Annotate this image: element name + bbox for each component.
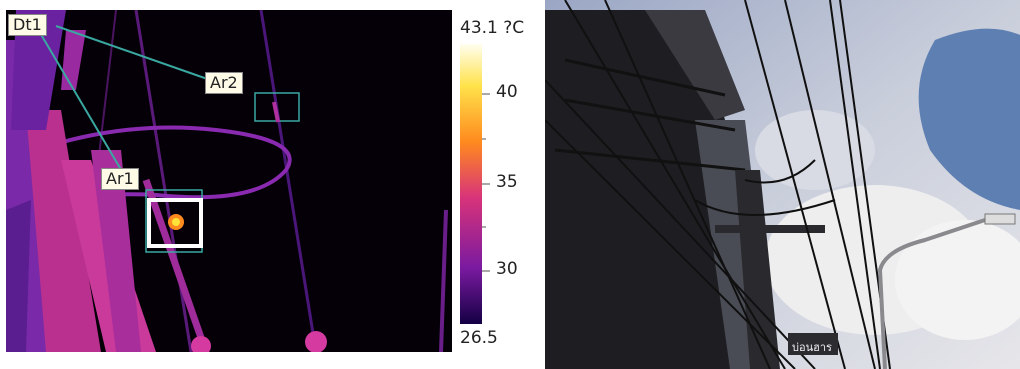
area2-label: Ar2 — [205, 72, 243, 94]
street-lamp — [877, 218, 986, 369]
shop-sign — [788, 333, 838, 355]
visual-photo-panel: บ่อนฮาร — [545, 0, 1020, 369]
conductor-line — [134, 10, 193, 352]
scale-gradient-bar — [460, 44, 490, 324]
conductor-line — [259, 10, 318, 352]
scale-max-label: 43.1 ?C — [460, 18, 525, 38]
area1-label: Ar1 — [101, 168, 139, 190]
spot-label: Dt1 — [8, 14, 47, 36]
leader-line-dt1-ar2 — [55, 25, 217, 83]
hotspot-marker — [147, 198, 203, 248]
street-photo — [545, 0, 1020, 369]
blue-sky-patch — [918, 28, 1020, 211]
scale-tick-label: 40 — [496, 82, 518, 102]
scale-tick-label: 30 — [496, 259, 518, 279]
scale-tick-label: 35 — [496, 172, 518, 192]
thermal-panel: Dt1 Ar2 Ar1 43.1 ?C — [6, 10, 541, 352]
scale-min-label: 26.5 — [460, 328, 498, 348]
temperature-scale: 43.1 ?C 40 35 — [456, 10, 541, 352]
leader-line-dt1-ar1 — [35, 25, 127, 179]
shop-sign-text: บ่อนฮาร — [792, 341, 832, 354]
pole-shape — [26, 110, 101, 352]
thermal-image — [6, 10, 452, 352]
